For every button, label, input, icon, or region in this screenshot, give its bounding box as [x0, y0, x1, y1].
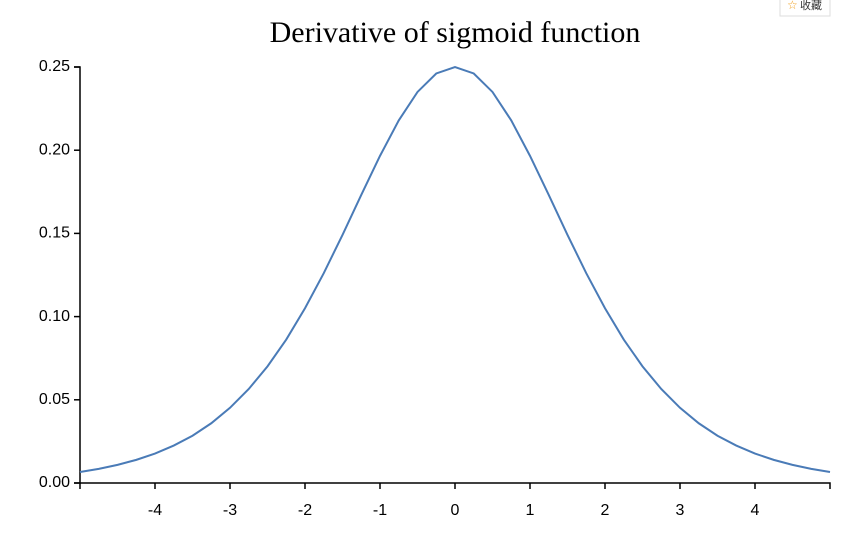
x-tick-label: 4 [751, 502, 760, 519]
y-tick-label: 0.10 [39, 308, 70, 325]
x-tick-label: 2 [601, 502, 610, 519]
chart-title: Derivative of sigmoid function [270, 16, 641, 49]
x-tick-label: -2 [298, 502, 312, 519]
bookmark-star[interactable]: ☆ [787, 0, 798, 12]
y-tick-label: 0.25 [39, 58, 70, 75]
bookmark-box[interactable] [779, 0, 831, 17]
y-axis [74, 66, 81, 484]
line [79, 65, 831, 474]
x-tick-label: -1 [373, 502, 387, 519]
y-tick-label: 0.05 [39, 391, 70, 408]
x-tick-label: 1 [526, 502, 535, 519]
x-tick-label: -3 [223, 502, 237, 519]
y-tick-label: 0.15 [39, 225, 70, 242]
x-tick-label: -4 [148, 502, 162, 519]
y-tick-label: 0.20 [39, 141, 70, 158]
bookmark-label[interactable]: 收藏 [800, 0, 822, 12]
x-tick-label: 3 [676, 502, 685, 519]
y-tick-label: 0.00 [39, 474, 70, 491]
x-tick-label: 0 [451, 502, 460, 519]
